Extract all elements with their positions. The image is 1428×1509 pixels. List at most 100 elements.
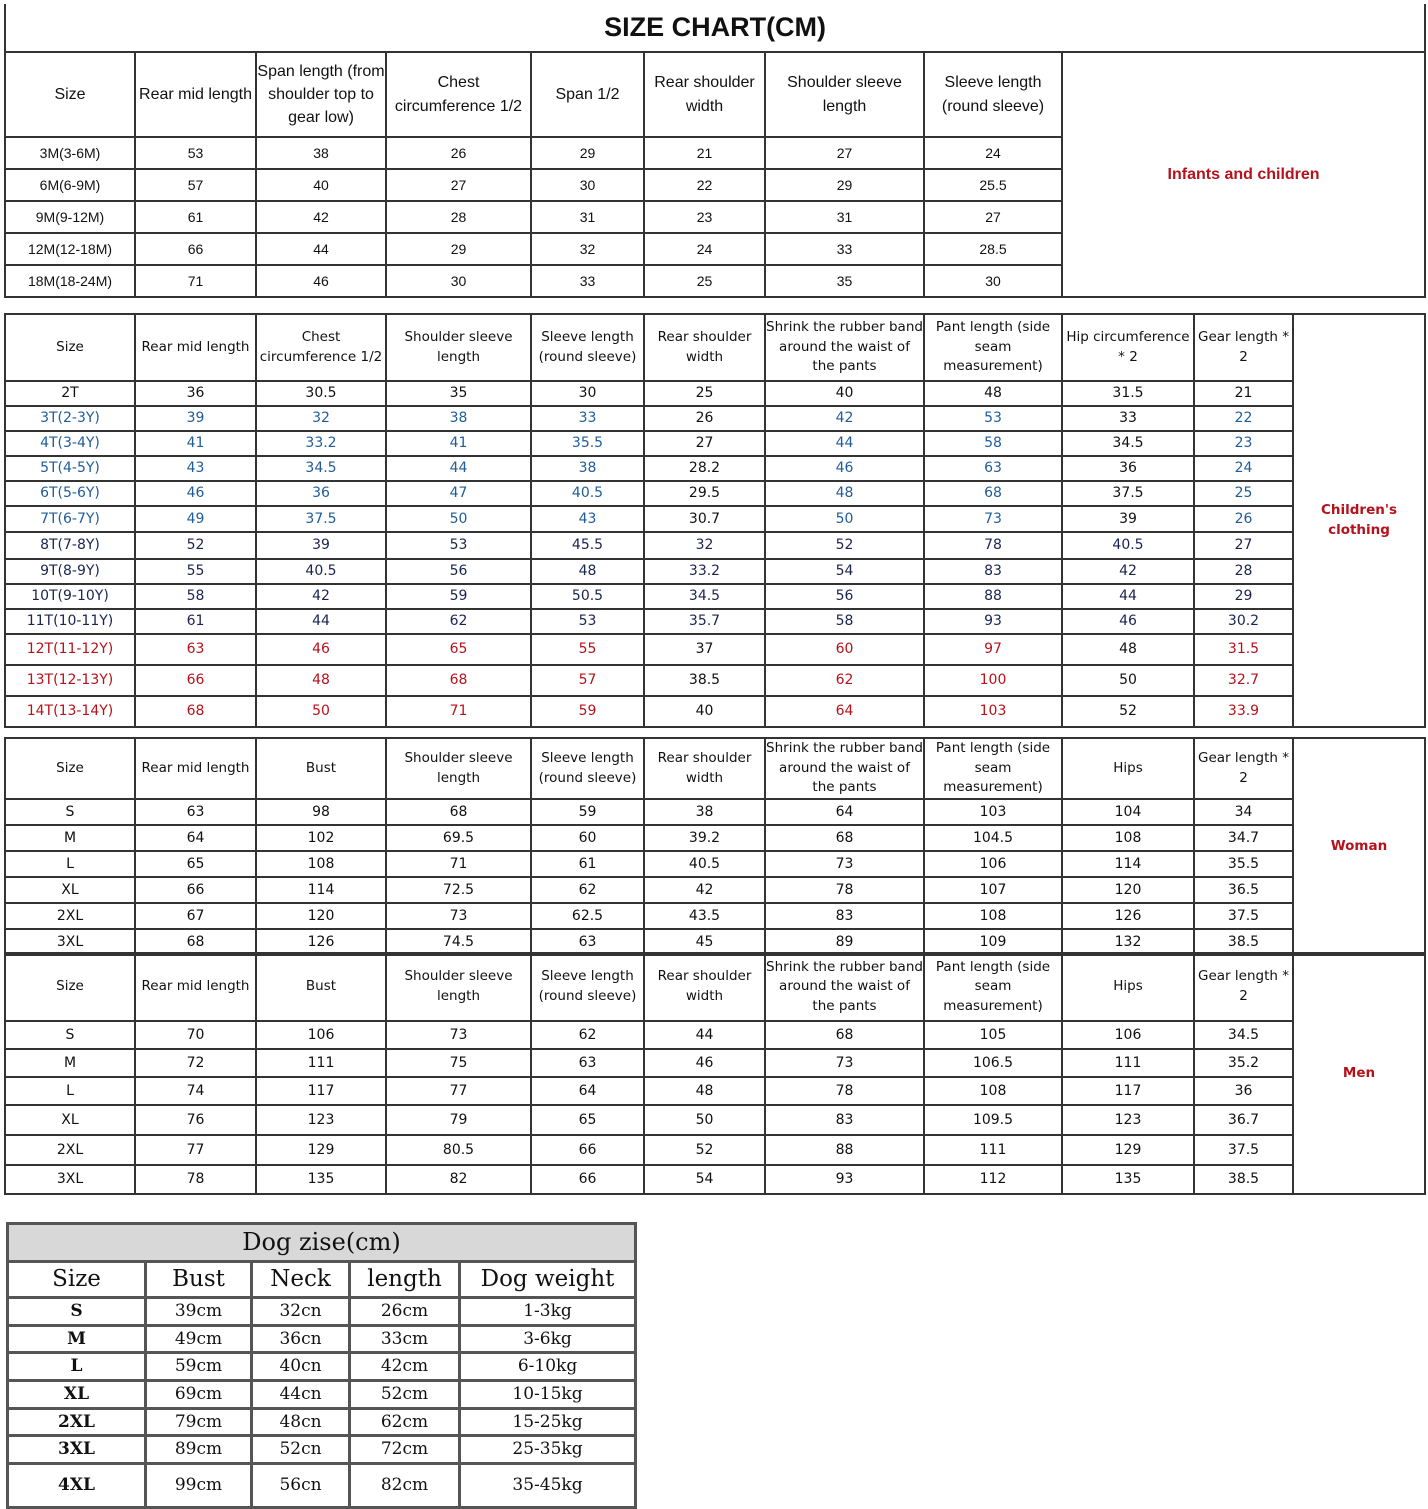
value-cell: 50 [764,505,925,533]
value-cell: 71 [385,850,532,878]
value-cell: 74.5 [385,928,532,956]
value-cell: 108 [923,902,1063,930]
value-cell: 44 [1061,583,1195,610]
table-row: M 64 102 69.5 60 39.2 68 104.5 108 34.7 [4,824,1425,852]
value-cell: 44cn [250,1379,351,1410]
size-cell: 3XL [6,1434,147,1465]
table-row: S 63 98 68 59 38 64 103 104 34 [4,798,1425,826]
column-header: Size [4,313,136,382]
value-cell: 34.5 [643,583,766,610]
value-cell: 73 [764,850,925,878]
value-cell: 98 [255,798,387,826]
value-cell: 70 [134,1020,257,1050]
table-row: 13T(12-13Y) 66 48 68 57 38.5 62 100 50 32.7 [4,664,1425,697]
value-cell: 104.5 [923,824,1063,852]
value-cell: 30 [530,168,645,202]
value-cell: 29 [764,168,925,202]
value-cell: 52 [134,531,257,560]
column-header: Bust [255,737,387,800]
value-cell: 59 [530,695,645,728]
table-row: 3XL 78 135 82 66 54 93 112 135 38.5 [4,1164,1425,1195]
column-header: Span length (from shoulder top to gear l… [255,51,387,138]
header-row: Size Rear mid length Span length (from sho… [4,51,1427,298]
size-cell: 9T(8-9Y) [4,558,136,585]
value-cell: 117 [255,1076,387,1106]
table-row: L 59cm 40cn 42cm 6-10kg [6,1351,638,1383]
value-cell: 39 [255,531,387,560]
value-cell: 50 [643,1104,766,1136]
value-cell: 111 [923,1134,1063,1166]
value-cell: 64 [764,798,925,826]
value-cell: 37.5 [1193,1134,1294,1166]
value-cell: 58 [764,608,925,635]
table-row: XL 76 123 79 65 50 83 109.5 123 36.7 [4,1104,1425,1136]
value-cell: 53 [530,608,645,635]
value-cell: 52 [764,531,925,560]
value-cell: 63 [530,928,645,956]
column-header: Shrink the rubber band around the waist … [764,737,925,800]
value-cell: 37.5 [1061,480,1195,507]
children-size-table: Size Rear mid length Chest circumference 1… [4,313,1426,728]
value-cell: 62 [530,1020,645,1050]
column-header: Shoulder sleeve length [385,737,532,800]
value-cell: 32.7 [1193,664,1294,697]
size-cell: XL [6,1379,147,1410]
table-row: 2XL 77 129 80.5 66 52 88 111 129 37.5 [4,1134,1425,1166]
column-header: Pant length (side seam measurement) [923,737,1063,800]
column-header: Sleeve length (round sleeve) [923,51,1063,138]
value-cell: 40 [764,380,925,407]
value-cell: 27 [1193,531,1294,560]
value-cell: 48 [643,1076,766,1106]
value-cell: 50.5 [530,583,645,610]
value-cell: 53 [385,531,532,560]
value-cell: 35 [764,264,925,298]
value-cell: 68 [385,798,532,826]
column-header: Chest circumference 1/2 [385,51,532,138]
value-cell: 44 [764,430,925,457]
column-header: Rear mid length [134,51,257,138]
dog-title-row: Dog zise(cm) [5,1222,638,1263]
value-cell: 40.5 [255,558,387,585]
value-cell: 25 [1193,480,1294,507]
column-header: Span 1/2 [530,51,645,138]
dog-size-table: Dog zise(cm) Size Bust Neck length Dog weight… [5,1222,638,1509]
value-cell: 29 [530,136,645,170]
column-header: Gear length * 2 [1193,952,1294,1022]
value-cell: 32 [530,232,645,266]
table-row: M 72 111 75 63 46 73 106.5 111 35.2 [4,1048,1425,1078]
value-cell: 39 [1061,505,1195,533]
value-cell: 63 [134,633,257,666]
value-cell: 46 [255,633,387,666]
value-cell: 36.5 [1193,876,1294,904]
category-label: Children's clothing [1292,313,1426,728]
value-cell: 34.5 [1061,430,1195,457]
woman-size-table: Size Rear mid length Bust Shoulder sleeve l… [4,737,1426,956]
men-size-table: Size Rear mid length Bust Shoulder sleeve l… [4,952,1426,1195]
value-cell: 62.5 [530,902,645,930]
size-cell: 10T(9-10Y) [4,583,136,610]
value-cell: 53 [923,405,1063,432]
value-cell: 55 [530,633,645,666]
table-row: 3T(2-3Y) 39 32 38 33 26 42 53 33 22 [4,405,1425,432]
value-cell: 47 [385,480,532,507]
size-cell: 2XL [4,1134,136,1166]
value-cell: 111 [255,1048,387,1078]
value-cell: 79 [385,1104,532,1136]
value-cell: 31.5 [1061,380,1195,407]
value-cell: 111 [1061,1048,1195,1078]
column-header: Size [4,51,136,138]
value-cell: 106 [1061,1020,1195,1050]
value-cell: 56 [385,558,532,585]
value-cell: 27 [923,200,1063,234]
value-cell: 68 [134,928,257,956]
size-cell: 3XL [4,1164,136,1195]
size-cell: 3XL [4,928,136,956]
value-cell: 33 [1061,405,1195,432]
value-cell: 35-45kg [457,1461,638,1509]
size-cell: L [6,1351,147,1383]
value-cell: 105 [923,1020,1063,1050]
page-title: SIZE CHART(CM) [3,4,1427,53]
value-cell: 66 [134,876,257,904]
value-cell: 112 [923,1164,1063,1195]
size-cell: 2T [4,380,136,407]
